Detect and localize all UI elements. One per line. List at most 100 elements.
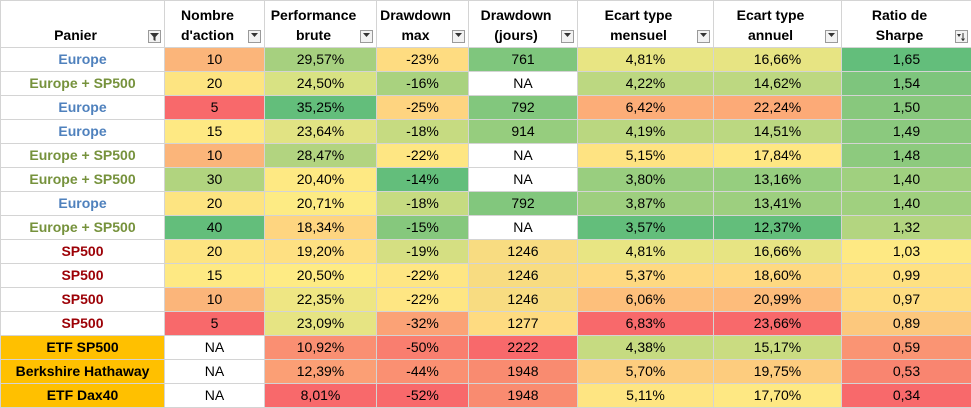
cell-ratio-de-sharpe: 1,65 [842,48,971,72]
header-line1: Drawdown [481,7,552,23]
cell-nombre-d-action: 15 [165,264,265,288]
cell-drawdown-jours: 1246 [469,288,578,312]
header-line2: brute [296,27,331,43]
cell-nombre-d-action: 20 [165,240,265,264]
cell-ecart-type-annuel: 15,17% [714,336,842,360]
cell-panier: SP500 [1,264,165,288]
cell-panier: Europe + SP500 [1,72,165,96]
cell-performance-brute: 24,50% [265,72,377,96]
cell-drawdown-max: -32% [377,312,469,336]
cell-performance-brute: 8,01% [265,384,377,408]
cell-ratio-de-sharpe: 0,97 [842,288,971,312]
cell-drawdown-max: -18% [377,120,469,144]
cell-ecart-type-annuel: 13,16% [714,168,842,192]
cell-ecart-type-mensuel: 4,81% [578,240,714,264]
cell-ecart-type-mensuel: 4,19% [578,120,714,144]
header-line1: Ratio de [872,7,927,23]
cell-panier: Europe + SP500 [1,168,165,192]
cell-nombre-d-action: 20 [165,72,265,96]
column-header-panier: Panier [1,1,165,48]
dropdown-arrow-icon[interactable] [360,30,373,43]
cell-drawdown-jours: 2222 [469,336,578,360]
column-header-label: Ratio de Sharpe [842,5,971,45]
cell-ecart-type-annuel: 12,37% [714,216,842,240]
cell-ratio-de-sharpe: 0,99 [842,264,971,288]
cell-ratio-de-sharpe: 1,54 [842,72,971,96]
cell-performance-brute: 22,35% [265,288,377,312]
cell-performance-brute: 10,92% [265,336,377,360]
cell-drawdown-max: -50% [377,336,469,360]
cell-panier: Europe [1,96,165,120]
dropdown-arrow-icon[interactable] [248,30,261,43]
cell-drawdown-jours: 792 [469,192,578,216]
cell-panier: Europe [1,192,165,216]
cell-panier: SP500 [1,240,165,264]
cell-ecart-type-mensuel: 4,22% [578,72,714,96]
cell-panier: ETF Dax40 [1,384,165,408]
cell-ecart-type-mensuel: 3,80% [578,168,714,192]
cell-ecart-type-mensuel: 5,15% [578,144,714,168]
cell-drawdown-jours: 1246 [469,264,578,288]
cell-drawdown-max: -19% [377,240,469,264]
column-header-ratio-de-sharpe: Ratio de Sharpe [842,1,971,48]
cell-ecart-type-mensuel: 3,87% [578,192,714,216]
dropdown-arrow-icon[interactable] [825,30,838,43]
cell-drawdown-jours: NA [469,168,578,192]
header-line1: Performance [271,7,357,23]
header-line2: Sharpe [876,27,923,43]
cell-drawdown-jours: 1948 [469,360,578,384]
cell-ecart-type-mensuel: 3,57% [578,216,714,240]
cell-ecart-type-mensuel: 6,42% [578,96,714,120]
cell-drawdown-jours: NA [469,72,578,96]
cell-nombre-d-action: 10 [165,48,265,72]
cell-drawdown-jours: 792 [469,96,578,120]
cell-ratio-de-sharpe: 1,40 [842,168,971,192]
cell-nombre-d-action: 5 [165,312,265,336]
cell-ratio-de-sharpe: 1,50 [842,96,971,120]
cell-ecart-type-annuel: 17,70% [714,384,842,408]
cell-ecart-type-annuel: 18,60% [714,264,842,288]
cell-performance-brute: 29,57% [265,48,377,72]
cell-ratio-de-sharpe: 0,34 [842,384,971,408]
cell-nombre-d-action: 10 [165,144,265,168]
cell-ecart-type-annuel: 19,75% [714,360,842,384]
cell-drawdown-max: -15% [377,216,469,240]
header-line2: Panier [54,27,97,43]
cell-ecart-type-annuel: 14,62% [714,72,842,96]
cell-ecart-type-annuel: 20,99% [714,288,842,312]
cell-nombre-d-action: NA [165,360,265,384]
filter-funnel-icon[interactable] [148,30,161,43]
cell-ecart-type-mensuel: 6,06% [578,288,714,312]
cell-ratio-de-sharpe: 1,48 [842,144,971,168]
cell-drawdown-jours: 1277 [469,312,578,336]
cell-ecart-type-mensuel: 4,38% [578,336,714,360]
dropdown-arrow-icon[interactable] [452,30,465,43]
cell-drawdown-jours: 1948 [469,384,578,408]
dropdown-arrow-icon[interactable] [561,30,574,43]
dropdown-arrow-icon[interactable] [697,30,710,43]
cell-ratio-de-sharpe: 1,40 [842,192,971,216]
cell-performance-brute: 19,20% [265,240,377,264]
cell-nombre-d-action: 15 [165,120,265,144]
cell-nombre-d-action: 40 [165,216,265,240]
cell-performance-brute: 23,64% [265,120,377,144]
cell-drawdown-max: -22% [377,288,469,312]
sort-descending-icon[interactable] [955,30,968,43]
header-line2: mensuel [610,27,667,43]
cell-ratio-de-sharpe: 0,59 [842,336,971,360]
